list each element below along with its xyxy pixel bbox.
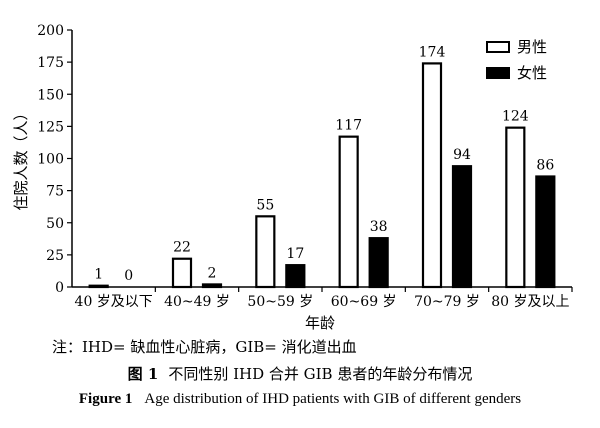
bar-male (171, 257, 193, 289)
bar-female (285, 264, 306, 289)
bar-male (505, 126, 526, 289)
y-tick-label: 175 (37, 55, 64, 71)
figure-title-cn: 不同性别 IHD 合并 GIB 患者的年龄分布情况 (168, 365, 473, 383)
legend-label-male: 男性 (517, 38, 547, 56)
figure-title-en: Age distribution of IHD patients with GI… (144, 391, 522, 407)
legend-swatch-female (486, 67, 510, 79)
figure-label-cn: 图 1 (127, 365, 159, 383)
x-tick-label: 80 岁及以上 (491, 294, 569, 310)
bar-male (421, 62, 443, 289)
data-label-female: 17 (286, 246, 304, 262)
x-axis-ticks: 40 岁及以下 40~49 岁 50~59 岁 60~69 岁 70~79 岁 80 岁及… (75, 287, 573, 310)
bar-female (535, 175, 556, 289)
x-tick-label: 40 岁及以下 (75, 294, 153, 310)
bar-male (255, 215, 276, 289)
y-axis-label: 住院人数（人） (12, 105, 30, 210)
data-label-female: 0 (124, 268, 133, 284)
bar-female (368, 237, 389, 289)
bar-male (88, 284, 109, 289)
bar-male (338, 135, 359, 289)
data-label-male: 117 (335, 118, 362, 134)
data-label-female: 2 (208, 265, 217, 281)
bar-female (451, 165, 473, 289)
y-tick-label: 200 (37, 23, 64, 39)
y-tick-label: 125 (37, 119, 64, 135)
chart-note: 注：IHD= 缺血性心脏病，GIB= 消化道出血 (52, 338, 357, 356)
y-tick-label: 25 (46, 248, 64, 264)
data-label-male: 1 (94, 267, 103, 283)
data-label-male: 174 (419, 44, 446, 60)
y-tick-label: 100 (37, 152, 64, 168)
data-label-female: 38 (370, 219, 388, 235)
x-tick-label: 70~79 岁 (414, 294, 480, 310)
data-label-female: 94 (453, 147, 471, 163)
figure-caption-en: Figure 1 Age distribution of IHD patients… (0, 391, 600, 408)
y-axis-ticks: 0 25 50 75 100 125 150 175 200 (37, 23, 72, 296)
figure-caption-cn: 图 1 不同性别 IHD 合并 GIB 患者的年龄分布情况 (0, 363, 600, 384)
data-label-male: 124 (502, 109, 529, 125)
y-tick-label: 150 (37, 87, 64, 103)
legend-swatch-male (486, 41, 510, 53)
y-tick-label: 75 (46, 184, 64, 200)
y-tick-label: 50 (46, 216, 64, 232)
data-label-male: 55 (256, 197, 274, 213)
x-tick-label: 60~69 岁 (331, 294, 397, 310)
chart-bars (88, 62, 556, 289)
data-label-female: 86 (536, 157, 554, 173)
x-tick-label: 50~59 岁 (247, 294, 313, 310)
bar-female (201, 283, 223, 289)
x-axis-label: 年龄 (305, 314, 335, 332)
x-tick-label: 40~49 岁 (164, 294, 230, 310)
y-tick-label: 0 (55, 280, 64, 296)
data-label-male: 22 (173, 240, 191, 256)
figure-label-en: Figure 1 (78, 391, 133, 407)
legend-label-female: 女性 (517, 64, 547, 82)
